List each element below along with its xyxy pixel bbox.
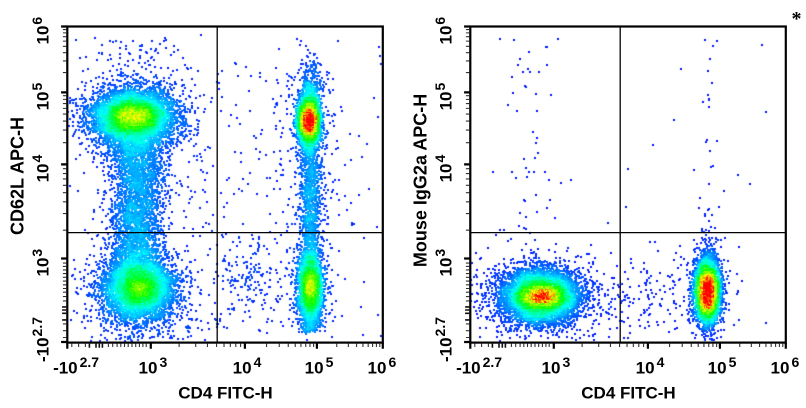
svg-text:10: 10: [34, 163, 53, 182]
svg-text:6: 6: [432, 17, 448, 25]
svg-text:2.7: 2.7: [29, 317, 45, 337]
svg-text:10: 10: [233, 358, 252, 377]
svg-text:5: 5: [729, 354, 737, 370]
svg-text:3: 3: [159, 354, 167, 370]
svg-text:10: 10: [437, 163, 456, 182]
svg-text:4: 4: [29, 154, 45, 162]
svg-text:-10: -10: [456, 358, 481, 377]
svg-text:10: 10: [636, 358, 655, 377]
svg-text:6: 6: [29, 17, 45, 25]
svg-text:3: 3: [29, 249, 45, 257]
svg-text:-10: -10: [437, 337, 456, 362]
svg-text:10: 10: [437, 258, 456, 277]
svg-text:*: *: [792, 8, 802, 30]
svg-text:10: 10: [437, 26, 456, 45]
svg-text:5: 5: [29, 82, 45, 90]
svg-text:10: 10: [34, 258, 53, 277]
svg-text:10: 10: [34, 91, 53, 110]
svg-text:6: 6: [791, 354, 799, 370]
svg-text:10: 10: [368, 358, 387, 377]
svg-text:10: 10: [305, 358, 324, 377]
svg-text:-10: -10: [53, 358, 78, 377]
svg-text:2.7: 2.7: [483, 354, 503, 370]
svg-text:4: 4: [254, 354, 262, 370]
svg-text:CD62L APC-H: CD62L APC-H: [8, 117, 28, 235]
svg-text:2.7: 2.7: [80, 354, 100, 370]
svg-text:3: 3: [432, 249, 448, 257]
svg-text:CD4 FITC-H: CD4 FITC-H: [178, 384, 272, 403]
svg-text:10: 10: [139, 358, 158, 377]
svg-text:10: 10: [437, 91, 456, 110]
svg-text:-10: -10: [34, 337, 53, 362]
svg-text:10: 10: [771, 358, 790, 377]
svg-text:2.7: 2.7: [432, 317, 448, 337]
svg-text:10: 10: [542, 358, 561, 377]
svg-text:10: 10: [708, 358, 727, 377]
svg-text:5: 5: [432, 82, 448, 90]
svg-text:Mouse IgG2a APC-H: Mouse IgG2a APC-H: [411, 94, 431, 267]
svg-text:3: 3: [562, 354, 570, 370]
svg-text:6: 6: [388, 354, 396, 370]
svg-text:5: 5: [326, 354, 334, 370]
svg-text:4: 4: [657, 354, 665, 370]
svg-text:CD4 FITC-H: CD4 FITC-H: [581, 384, 675, 403]
svg-text:4: 4: [432, 154, 448, 162]
svg-text:10: 10: [34, 26, 53, 45]
